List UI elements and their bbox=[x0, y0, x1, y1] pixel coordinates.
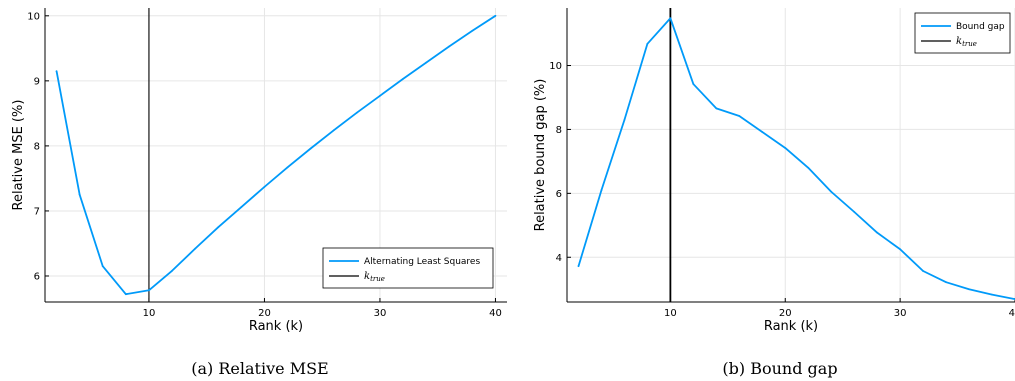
data-point bbox=[379, 94, 381, 97]
data-point bbox=[922, 270, 925, 272]
legend-label-series: Alternating Least Squares bbox=[364, 257, 480, 267]
data-point bbox=[968, 288, 970, 291]
data-point bbox=[171, 269, 173, 272]
chart-1: 10 20 30 40 6 7 8 9 10 Rank (k) Relative MSE (%) Al… bbox=[11, 8, 507, 378]
data-point bbox=[600, 189, 603, 192]
figure-caption: (b) Bound gap bbox=[722, 359, 837, 378]
data-point bbox=[761, 131, 764, 133]
x-tick-label: 40 bbox=[489, 308, 502, 319]
data-point bbox=[148, 289, 150, 292]
legend-label-series: Bound gap bbox=[956, 22, 1005, 32]
data-point bbox=[332, 129, 335, 132]
y-tick-label: 9 bbox=[34, 76, 40, 87]
data-point bbox=[78, 193, 81, 196]
series-line bbox=[577, 17, 1015, 301]
data-point bbox=[263, 185, 266, 188]
x-tick-label: 30 bbox=[374, 308, 387, 319]
y-axis-label: Relative bound gap (%) bbox=[533, 79, 548, 232]
data-point bbox=[402, 77, 404, 80]
y-tick-label: 10 bbox=[27, 11, 40, 22]
data-point bbox=[784, 147, 787, 149]
x-axis-label: Rank (k) bbox=[249, 319, 303, 334]
y-tick-label: 8 bbox=[556, 125, 562, 136]
data-point bbox=[899, 248, 902, 251]
data-point bbox=[471, 29, 474, 32]
legend-box bbox=[322, 247, 494, 289]
chart-2: 10 20 30 40 4 6 8 10 Rank (k) Relative bound gap … bbox=[533, 8, 1015, 378]
y-tick-label: 6 bbox=[34, 271, 40, 282]
data-point bbox=[448, 45, 451, 48]
y-tick-label: 6 bbox=[556, 189, 562, 200]
y-tick-label: 4 bbox=[556, 253, 562, 264]
data-point bbox=[715, 107, 718, 110]
data-point bbox=[853, 210, 856, 213]
x-axis-label: Rank (k) bbox=[764, 319, 818, 334]
data-point bbox=[623, 118, 626, 121]
x-tick-label: 10 bbox=[664, 308, 677, 319]
y-axis-label: Relative MSE (%) bbox=[11, 100, 26, 211]
series-line bbox=[55, 15, 496, 296]
data-point bbox=[738, 115, 741, 117]
legend-box bbox=[914, 12, 1011, 54]
data-point bbox=[309, 147, 312, 150]
data-point bbox=[355, 111, 358, 114]
x-tick-label: 10 bbox=[143, 308, 156, 319]
data-point bbox=[876, 231, 879, 234]
y-tick-label: 10 bbox=[549, 61, 562, 72]
data-point bbox=[101, 265, 104, 268]
data-point bbox=[217, 226, 220, 229]
x-tick-label: 30 bbox=[894, 308, 907, 319]
data-point bbox=[194, 247, 197, 250]
data-point bbox=[55, 70, 58, 72]
data-point bbox=[577, 265, 580, 268]
data-point bbox=[692, 83, 695, 85]
x-tick-label: 20 bbox=[779, 308, 792, 319]
y-tick-label: 8 bbox=[34, 141, 40, 152]
data-point bbox=[830, 190, 833, 193]
data-point bbox=[646, 42, 649, 45]
x-tick-label: 40 bbox=[1009, 308, 1015, 319]
legend-label-reference: ktrue bbox=[364, 271, 385, 283]
data-point bbox=[240, 206, 243, 208]
y-tick-label: 7 bbox=[34, 206, 40, 217]
data-point bbox=[425, 61, 428, 64]
data-point bbox=[286, 166, 289, 169]
data-point bbox=[991, 293, 993, 296]
legend: Alternating Least Squares ktrue bbox=[322, 247, 494, 289]
legend-label-reference: ktrue bbox=[956, 36, 977, 48]
figure-caption: (a) Relative MSE bbox=[191, 359, 328, 378]
data-point bbox=[124, 293, 127, 296]
x-tick-label: 20 bbox=[258, 308, 271, 319]
data-point bbox=[494, 14, 497, 17]
data-point bbox=[945, 281, 947, 284]
data-point bbox=[669, 17, 672, 20]
data-point bbox=[807, 166, 810, 169]
legend: Bound gap ktrue bbox=[914, 12, 1011, 54]
